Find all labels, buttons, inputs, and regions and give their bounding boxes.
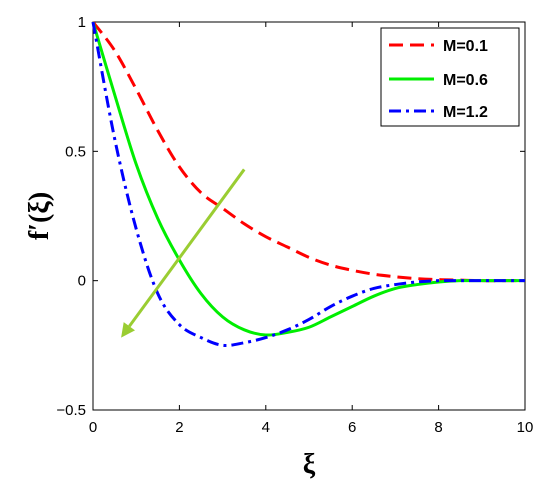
series-line-1	[91, 21, 525, 283]
trend-arrow	[121, 168, 246, 338]
x-tick-label: 8	[434, 419, 442, 436]
legend-label-m12: M=1.2	[443, 104, 488, 121]
x-tick-label: 10	[517, 419, 534, 436]
y-tick-label: 0.5	[65, 143, 86, 160]
y-axis-label: f′(ξ)	[24, 192, 55, 240]
tick-labels: 0 2 4 6 8 10−0.500.51	[56, 14, 533, 436]
legend-label-m01: M=0.1	[443, 38, 488, 55]
arrow-head	[121, 322, 135, 338]
x-tick-label: 4	[262, 419, 270, 436]
y-tick-label: 0	[78, 273, 86, 290]
y-tick-label: 1	[78, 14, 86, 31]
x-tick-label: 6	[348, 419, 356, 436]
y-tick-label: −0.5	[56, 402, 86, 419]
x-tick-label: 2	[175, 419, 183, 436]
legend-label-m06: M=0.6	[443, 72, 488, 89]
legend: M=0.1 M=0.6 M=1.2	[380, 27, 520, 127]
arrow-shaft	[128, 168, 246, 328]
plot-frame	[92, 21, 526, 411]
x-tick-label: 0	[89, 419, 97, 436]
x-axis-label: ξ	[303, 449, 316, 480]
legend-box	[380, 27, 520, 127]
